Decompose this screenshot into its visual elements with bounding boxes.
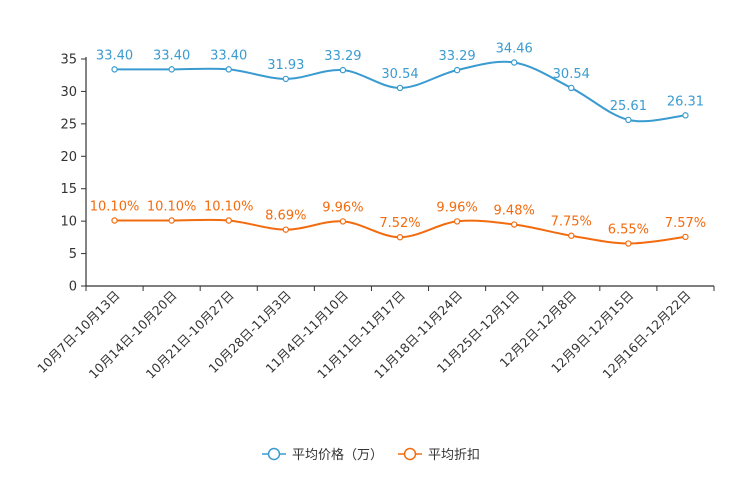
y-tick-label: 0 — [69, 280, 77, 295]
data-label: 7.75% — [551, 215, 592, 230]
y-tick-label: 15 — [60, 182, 77, 197]
data-point[interactable] — [111, 66, 118, 73]
data-label: 10.10% — [147, 199, 197, 214]
data-point[interactable] — [339, 218, 347, 225]
y-tick-label: 35 — [60, 53, 77, 68]
data-label: 33.40 — [153, 48, 190, 63]
data-label: 9.48% — [494, 204, 535, 219]
data-label: 6.55% — [608, 223, 649, 238]
data-label: 26.31 — [667, 94, 704, 109]
data-label: 33.29 — [324, 49, 361, 64]
data-label: 30.54 — [381, 67, 418, 82]
data-label: 7.57% — [665, 216, 706, 231]
legend-marker[interactable] — [403, 447, 417, 461]
data-point[interactable] — [225, 217, 232, 224]
data-label: 34.46 — [496, 42, 533, 57]
data-point[interactable] — [625, 116, 632, 124]
data-label: 25.61 — [610, 99, 647, 114]
legend-label[interactable]: 平均价格（万） — [292, 447, 383, 463]
data-point[interactable] — [568, 232, 575, 239]
data-label: 33.40 — [96, 48, 133, 63]
data-point[interactable] — [282, 226, 290, 233]
data-point[interactable] — [453, 218, 461, 225]
data-label: 33.40 — [210, 48, 247, 63]
data-point[interactable] — [682, 233, 689, 241]
data-label: 10.10% — [90, 199, 140, 214]
data-label: 31.93 — [267, 58, 304, 73]
data-point[interactable] — [168, 66, 175, 73]
legend-marker[interactable] — [267, 447, 281, 461]
data-point[interactable] — [225, 66, 232, 73]
data-label: 9.96% — [436, 200, 477, 215]
data-point[interactable] — [568, 84, 575, 92]
y-tick-label: 10 — [60, 215, 77, 230]
data-point[interactable] — [396, 84, 404, 92]
data-point[interactable] — [510, 221, 518, 228]
y-tick-label: 25 — [60, 117, 77, 132]
data-label: 9.96% — [322, 200, 363, 215]
data-point[interactable] — [625, 240, 632, 247]
data-point[interactable] — [510, 59, 518, 66]
data-point[interactable] — [453, 66, 461, 74]
legend-label[interactable]: 平均折扣 — [428, 448, 480, 463]
data-label: 33.29 — [438, 49, 475, 64]
y-tick-label: 20 — [60, 150, 77, 165]
data-point[interactable] — [282, 75, 290, 83]
data-point[interactable] — [396, 234, 404, 241]
data-point[interactable] — [168, 217, 175, 224]
data-point[interactable] — [682, 112, 689, 119]
data-label: 30.54 — [553, 67, 590, 82]
y-tick-label: 30 — [60, 85, 77, 100]
data-point[interactable] — [339, 66, 347, 74]
y-tick-label: 5 — [69, 247, 77, 262]
data-label: 10.10% — [204, 199, 254, 214]
data-label: 7.52% — [379, 216, 420, 231]
data-label: 8.69% — [265, 209, 306, 224]
data-point[interactable] — [111, 217, 118, 224]
